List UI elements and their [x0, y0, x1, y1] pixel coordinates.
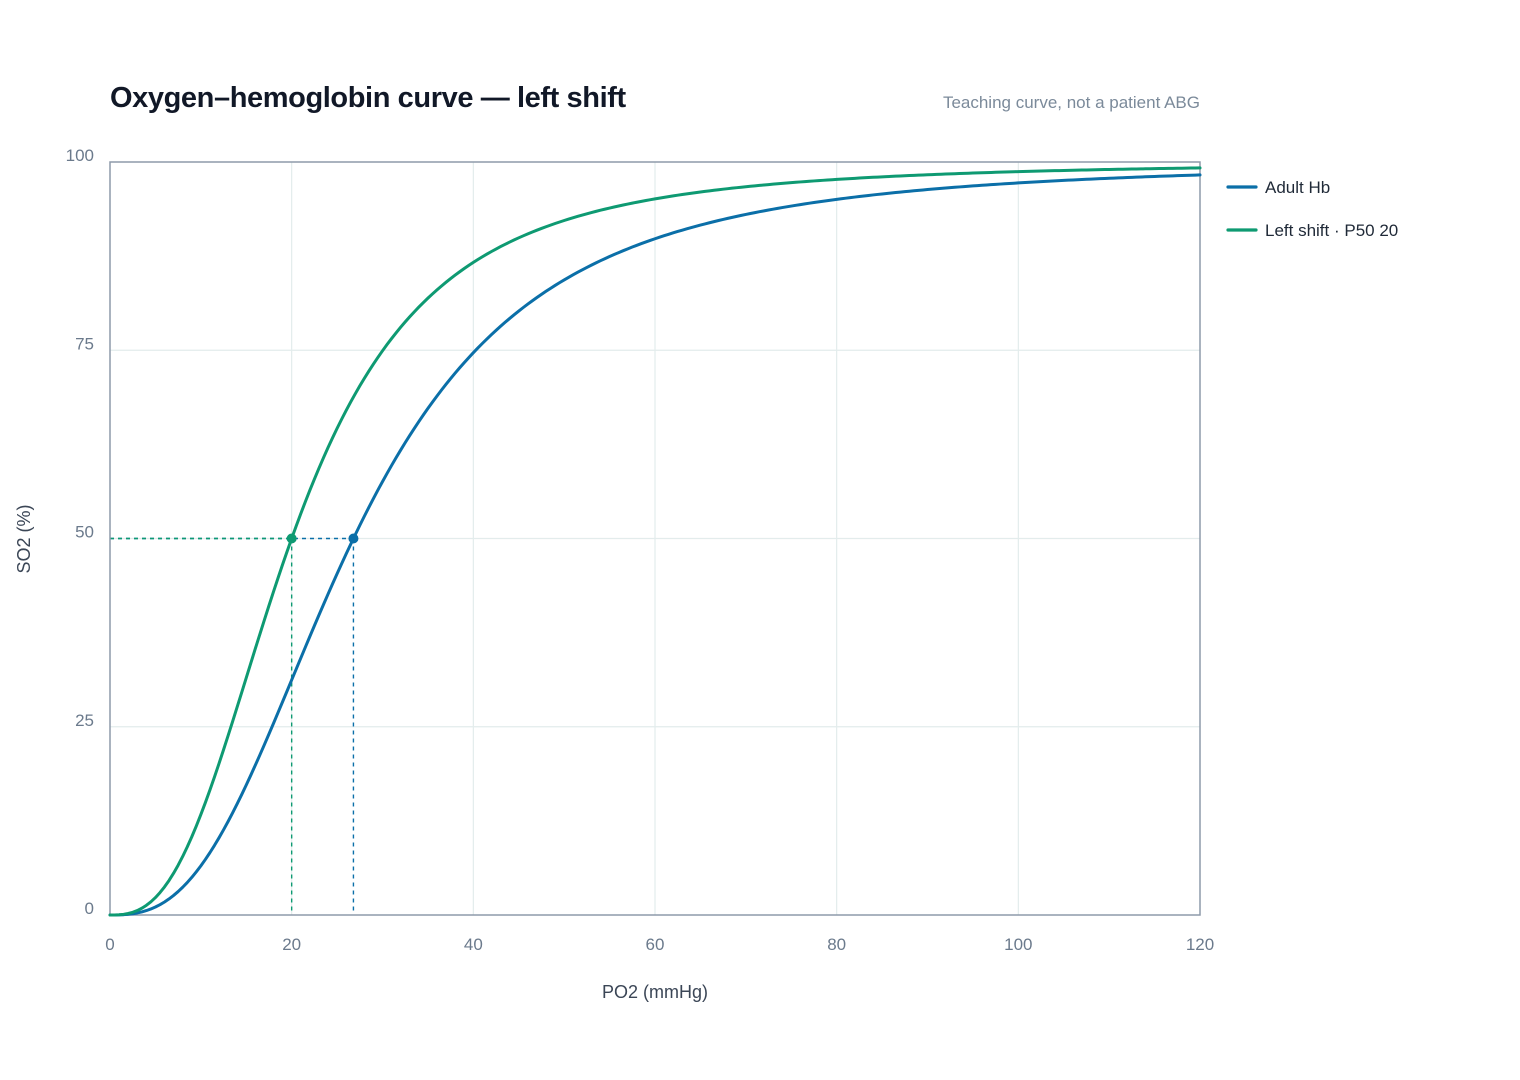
x-tick-label: 20 [282, 935, 301, 954]
series-line-0 [108, 173, 1202, 917]
p50-guide-lines [110, 537, 355, 915]
y-tick-label: 100 [66, 146, 94, 165]
p50-markers [286, 533, 359, 544]
x-tick-label: 120 [1186, 935, 1214, 954]
x-axis-ticks: 0 20 40 60 80 100 120 [105, 935, 1214, 954]
y-tick-label: 0 [85, 899, 94, 918]
chart-title: Oxygen–hemoglobin curve — left shift [110, 82, 626, 114]
p50-marker-1 [286, 533, 297, 544]
plot-frame [109, 161, 1201, 916]
p50-marker-0 [348, 533, 359, 544]
legend-label-1: Left shift · P50 20 [1265, 221, 1398, 240]
x-tick-label: 80 [827, 935, 846, 954]
y-axis-ticks: 0 25 50 75 100 [66, 146, 94, 918]
x-tick-label: 100 [1004, 935, 1032, 954]
y-tick-label: 25 [75, 711, 94, 730]
y-axis-label: SO2 (%) [14, 504, 34, 573]
x-tick-label: 0 [105, 935, 114, 954]
x-tick-label: 40 [464, 935, 483, 954]
y-tick-label: 75 [75, 334, 94, 353]
y-tick-label: 50 [75, 523, 94, 542]
x-tick-label: 60 [646, 935, 665, 954]
legend-label-0: Adult Hb [1265, 178, 1330, 197]
chart-subtitle: Teaching curve, not a patient ABG [943, 93, 1200, 112]
legend: Adult Hb Left shift · P50 20 [1226, 178, 1398, 240]
x-axis-label: PO2 (mmHg) [602, 982, 708, 1002]
